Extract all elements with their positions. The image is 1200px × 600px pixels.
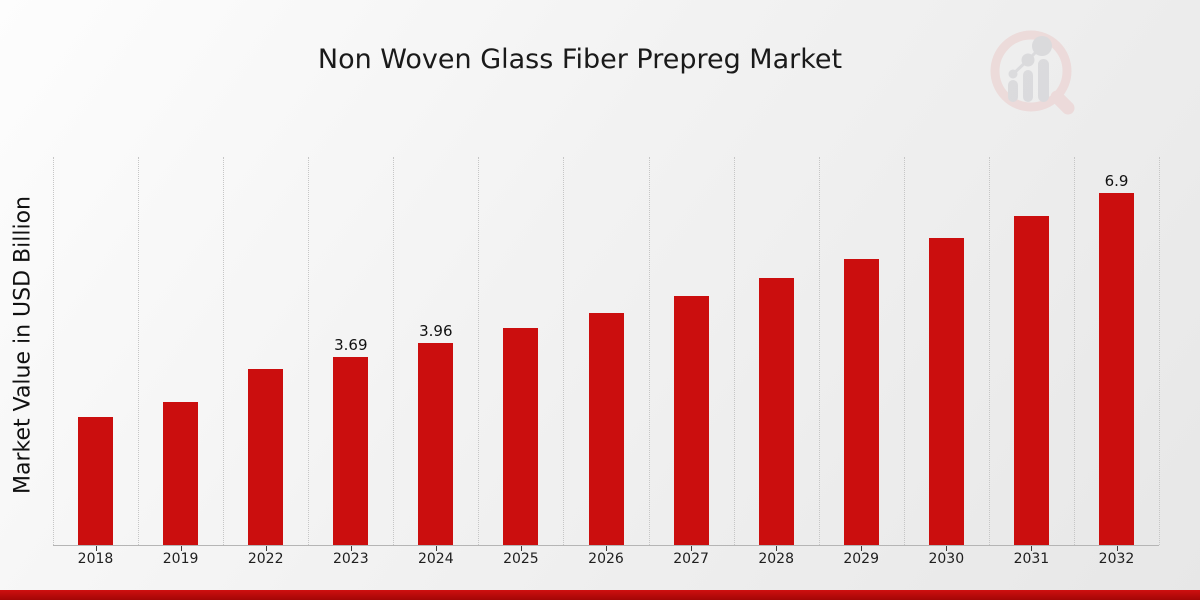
x-tick-label-2018: 2018: [77, 551, 114, 567]
bar-value-label-2032: 6.9: [1104, 172, 1129, 190]
x-tick-label-2028: 2028: [758, 551, 794, 567]
bar-2029: [843, 259, 879, 545]
logo-dot: [1021, 53, 1035, 67]
logo-bar: [1023, 70, 1033, 102]
x-tick-label-2019: 2019: [162, 551, 199, 567]
gridline: [818, 157, 820, 545]
x-tick-label-2023: 2023: [332, 551, 369, 567]
bar-2018: [78, 417, 113, 545]
logo-bar: [1038, 59, 1049, 102]
mrfr-watermark-logo: [988, 27, 1080, 121]
x-tick-label-2030: 2030: [928, 551, 965, 567]
y-axis-label: Market Value in USD Billion: [10, 195, 36, 495]
magnifier-bar-chart-icon: [990, 30, 1075, 115]
bar-2028: [758, 278, 794, 545]
gridline: [308, 157, 310, 545]
chart-title: Non Woven Glass Fiber Prepreg Market: [317, 44, 843, 75]
bar-2025: [503, 328, 539, 545]
bar-2024: [418, 343, 454, 545]
gridline: [393, 157, 395, 545]
gridline: [903, 157, 905, 545]
bar-value-label-2023: 3.69: [334, 336, 368, 354]
logo-bar: [1008, 80, 1018, 102]
bar-2032: [1099, 193, 1134, 545]
bar-2026: [588, 313, 624, 545]
x-tick: [861, 546, 863, 551]
x-tick-label-2031: 2031: [1013, 551, 1050, 567]
plot-area: 2018 2019 2022 2023 3.69 2024 3.96 2025 2026 2027…: [53, 157, 1160, 567]
logo-dot: [1008, 69, 1018, 79]
x-tick-label-2026: 2026: [588, 551, 624, 567]
footer-accent-bar: [0, 590, 1200, 600]
x-tick: [520, 546, 522, 551]
x-tick: [776, 546, 778, 551]
x-tick-label-2022: 2022: [247, 551, 284, 567]
gridline: [138, 157, 140, 545]
gridline: [53, 157, 54, 545]
gridline: [1159, 157, 1160, 545]
bar-2019: [163, 402, 199, 545]
x-tick: [350, 546, 352, 551]
bar-2031: [1013, 216, 1049, 545]
gridline: [1073, 157, 1075, 545]
bar-value-label-2024: 3.96: [419, 322, 453, 340]
x-axis-line: [53, 545, 1159, 546]
x-tick-label-2027: 2027: [673, 551, 709, 567]
x-tick: [946, 546, 948, 551]
x-tick-label-2025: 2025: [503, 551, 539, 567]
x-tick: [606, 546, 607, 551]
bar-2027: [673, 296, 709, 545]
gridline: [563, 157, 565, 545]
bar-2030: [928, 238, 964, 545]
bar-2023: [333, 357, 369, 545]
gridline: [648, 157, 650, 545]
x-tick-label-2024: 2024: [417, 551, 454, 567]
bar-2022: [248, 369, 284, 545]
magnifier-ring-icon: [990, 30, 1072, 112]
x-tick: [265, 546, 267, 551]
logo-dot: [1032, 36, 1052, 56]
x-tick: [435, 546, 437, 551]
gridline: [988, 157, 990, 545]
gridline: [223, 157, 225, 545]
magnifier-handle-icon: [1050, 90, 1075, 115]
gridline: [478, 157, 480, 545]
x-tick: [1031, 546, 1033, 551]
x-tick-label-2029: 2029: [843, 551, 879, 567]
x-tick: [95, 546, 97, 551]
x-tick: [180, 546, 182, 551]
x-tick: [1116, 546, 1118, 551]
x-tick: [691, 546, 693, 551]
x-tick-label-2032: 2032: [1098, 551, 1135, 567]
gridline: [733, 157, 735, 545]
